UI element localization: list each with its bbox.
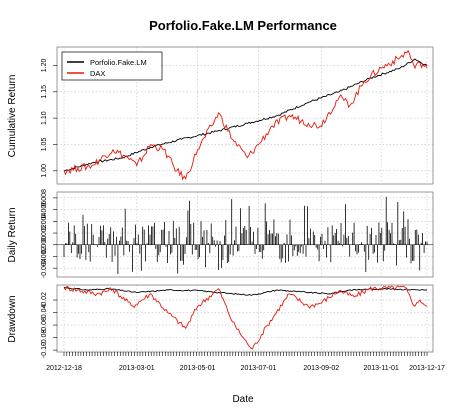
x-axis-label: Date: [232, 394, 254, 405]
cumulative-return-panel: 1.00 1.05 1.10 1.15 1.20 Cumulative Return P…: [7, 46, 434, 185]
drawdown-ytick-label-3: -0.04: [41, 304, 48, 320]
x-tick-label-5: 2013-11-01: [363, 365, 398, 372]
daily-ytick-label-5: 0.006: [41, 201, 48, 219]
drawdown-ytick-label-2: -0.06: [41, 317, 48, 333]
daily-panel-border: [56, 191, 434, 278]
cumulative-line-dax: [63, 49, 428, 181]
x-tick-label-1: 2013-03-01: [119, 365, 155, 372]
drawdown-ylabel: Drawdown: [7, 295, 18, 342]
drawdown-ytick-label-4: -0.02: [41, 292, 48, 308]
x-tick-label-3: 2013-07-01: [241, 365, 277, 372]
cumulative-ytick-label-1: 1.05: [41, 138, 48, 152]
drawdown-panel: -0.10-0.08-0.06-0.04-0.02 Drawdown: [7, 284, 434, 358]
legend: Porfolio.Fake.LM DAX: [61, 51, 163, 81]
daily-ytick-label-1: -0.002: [41, 246, 48, 266]
x-tick-label-2: 2013-05-01: [180, 365, 216, 372]
drawdown-ytick-label-1: -0.08: [41, 330, 48, 346]
date-axis: 2012-12-18 2013-03-01 2013-05-01 2013-07-01…: [46, 352, 445, 372]
x-tick-label-0: 2012-12-18: [46, 365, 82, 372]
legend-label-portfolio: Porfolio.Fake.LM: [90, 58, 147, 67]
drawdown-line-dax: [63, 285, 428, 350]
cumulative-ytick-label-3: 1.15: [41, 85, 48, 99]
cumulative-ytick-label-0: 1.00: [41, 164, 48, 178]
cumulative-line-portfolio: [63, 58, 428, 172]
daily-ytick-label-3: 0.002: [41, 224, 48, 242]
daily-ytick-label-0: -0.004: [41, 258, 48, 278]
daily-ytick-label-4: 0.004: [41, 212, 48, 230]
daily-return-ylabel: Daily Return: [7, 207, 18, 262]
daily-ytick-label-6: 0.008: [41, 189, 48, 207]
cumulative-ytick-label-2: 1.10: [41, 111, 48, 125]
cumulative-panel-border: [56, 46, 434, 185]
x-tick-label-4: 2013-09-02: [303, 365, 339, 372]
legend-label-dax: DAX: [90, 69, 105, 78]
chart-title: Porfolio.Fake.LM Performance: [149, 18, 337, 33]
daily-ytick-label-2: 0.000: [41, 236, 48, 254]
cumulative-return-ylabel: Cumulative Return: [7, 75, 18, 158]
legend-box: [61, 51, 163, 81]
drawdown-panel-border: [56, 284, 434, 353]
cumulative-ytick-label-4: 1.20: [41, 59, 48, 73]
drawdown-ytick-label-0: -0.10: [41, 342, 48, 358]
x-tick-label-6: 2013-12-17: [409, 365, 445, 372]
